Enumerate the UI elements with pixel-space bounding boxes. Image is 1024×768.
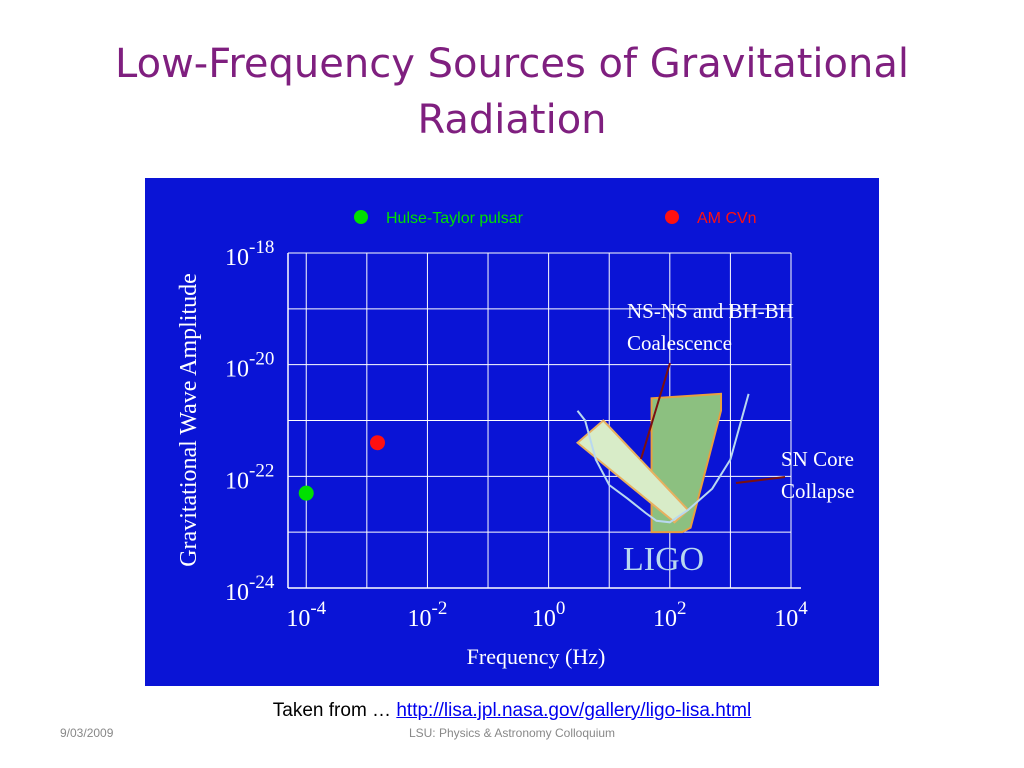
y-tick-label: 10-18 (225, 237, 274, 271)
y-axis-label: Gravitational Wave Amplitude (176, 273, 202, 567)
chart-panel: 10-4 10-2 100 102 104 10-18 10-20 10-22 10-24 Hu… (145, 178, 879, 686)
sn-label-line-1: SN Core (781, 447, 854, 471)
legend-label: Hulse-Taylor pulsar (386, 210, 524, 227)
source-prefix: Taken from … (272, 700, 397, 721)
x-tick-label: 100 (532, 598, 566, 632)
ligo-sensitivity-curve (576, 393, 750, 524)
ligo-label: LIGO (623, 541, 704, 578)
y-tick-label: 10-22 (225, 460, 274, 494)
ns-ns-label-line-1: NS-NS and BH-BH (627, 299, 794, 323)
sn-leader-line (735, 476, 786, 484)
gw-amplitude-chart: 10-4 10-2 100 102 104 10-18 10-20 10-22 10-24 Hu… (176, 210, 855, 669)
legend-layer: Hulse-Taylor pulsar AM CVn (354, 210, 757, 227)
source-line: Taken from … http://lisa.jpl.nasa.gov/ga… (0, 700, 1024, 722)
ns-ns-label-line-2: Coalescence (627, 331, 732, 355)
slide-title-line-2: Radiation (417, 97, 607, 143)
y-tick-label: 10-24 (225, 572, 275, 606)
x-tick-label: 102 (653, 598, 687, 632)
x-tick-label: 104 (774, 598, 808, 632)
sn-label-line-2: Collapse (781, 479, 855, 503)
point-layer (298, 435, 386, 501)
am-cvn-point (370, 435, 386, 451)
slide-title-line-1: Low-Frequency Sources of Gravitational (115, 41, 909, 87)
y-tick-label: 10-20 (225, 349, 274, 383)
source-link[interactable]: http://lisa.jpl.nasa.gov/gallery/ligo-li… (396, 700, 752, 721)
footer-date: 9/03/2009 (60, 726, 114, 740)
footer-center: LSU: Physics & Astronomy Colloquium (408, 726, 616, 740)
tick-layer: 10-4 10-2 100 102 104 10-18 10-20 10-22 10-24 (225, 237, 808, 632)
legend-marker (354, 210, 368, 224)
x-tick-label: 10-2 (408, 598, 448, 632)
hulse-taylor-pulsar-point (298, 485, 314, 501)
legend-label: AM CVn (697, 210, 757, 227)
region-layer (575, 392, 723, 534)
curve-layer (576, 362, 786, 524)
slide-title: Low-Frequency Sources of Gravitational R… (60, 36, 964, 148)
x-tick-label: 10-4 (286, 598, 326, 632)
legend-marker (665, 210, 679, 224)
ns-ns-leader-line (640, 362, 671, 460)
x-axis-label: Frequency (Hz) (467, 644, 606, 669)
